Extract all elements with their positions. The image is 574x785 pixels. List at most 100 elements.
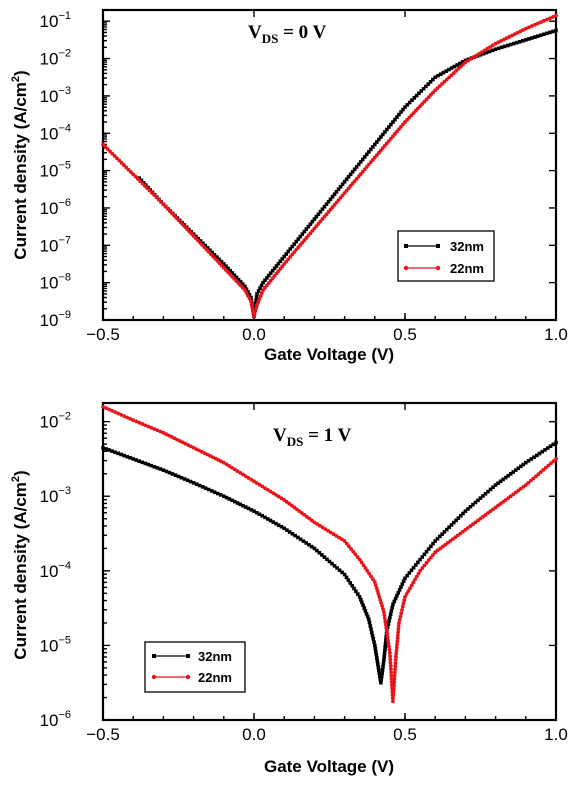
- data-point: [173, 473, 178, 478]
- data-point: [312, 217, 317, 221]
- data-point: [520, 39, 525, 43]
- data-point: [491, 485, 495, 490]
- data-point: [336, 187, 341, 192]
- data-point: [296, 535, 300, 540]
- data-point: [250, 305, 255, 310]
- data-point: [194, 482, 199, 486]
- data-point: [392, 680, 397, 685]
- data-point: [392, 683, 396, 688]
- data-point: [468, 505, 473, 509]
- data-point: [357, 557, 362, 562]
- data-point: [131, 418, 136, 423]
- data-point: [397, 621, 401, 625]
- data-point: [371, 637, 376, 641]
- data-point: [322, 555, 327, 559]
- data-point: [235, 469, 240, 474]
- data-point: [374, 652, 379, 657]
- data-point: [433, 75, 437, 80]
- data-point: [386, 641, 391, 646]
- y-tick-label: 10−8: [40, 272, 71, 293]
- data-point: [543, 448, 547, 452]
- data-point: [445, 527, 449, 532]
- data-point: [287, 530, 292, 534]
- data-point: [536, 472, 541, 477]
- y-axis: 10−6 10−5 10−4 10−3 10−2: [40, 411, 556, 730]
- data-point: [380, 668, 385, 672]
- data-point: [518, 464, 523, 469]
- data-point: [435, 536, 440, 541]
- data-point: [234, 275, 239, 280]
- data-point: [374, 586, 379, 590]
- data-point: [232, 499, 237, 504]
- data-point: [455, 63, 459, 67]
- data-point: [246, 476, 251, 480]
- data-point: [473, 500, 478, 505]
- data-point: [362, 155, 367, 159]
- data-point: [263, 278, 267, 283]
- data-point: [390, 605, 394, 610]
- data-point: [359, 560, 364, 565]
- data-point: [353, 552, 358, 557]
- data-point: [326, 199, 331, 204]
- data-point: [122, 453, 126, 458]
- data-point: [416, 571, 421, 576]
- data-point: [551, 29, 555, 34]
- data-point: [365, 568, 370, 573]
- data-point: [440, 532, 444, 536]
- series-32nm: [101, 440, 558, 685]
- data-point: [247, 296, 252, 301]
- data-point: [539, 470, 543, 474]
- data-point: [384, 628, 389, 633]
- data-point: [403, 595, 407, 599]
- data-point: [487, 49, 492, 54]
- data-point: [524, 460, 528, 465]
- data-point: [376, 592, 381, 596]
- data-point: [533, 35, 537, 39]
- data-point: [403, 576, 407, 581]
- data-point: [391, 120, 395, 124]
- data-point: [152, 427, 157, 431]
- data-point: [369, 630, 374, 635]
- data-point: [257, 512, 262, 517]
- data-point: [215, 255, 219, 259]
- data-point: [392, 677, 397, 681]
- data-point: [395, 633, 400, 638]
- data-point: [532, 455, 536, 459]
- data-point: [431, 541, 435, 546]
- data-point: [420, 555, 425, 559]
- data-point: [451, 520, 456, 525]
- data-point: [424, 84, 428, 89]
- data-point: [249, 507, 254, 512]
- data-point: [381, 132, 385, 137]
- data-point: [337, 568, 342, 573]
- data-point: [456, 516, 461, 520]
- data-point: [290, 244, 295, 249]
- data-point: [526, 459, 531, 463]
- data-point: [381, 661, 386, 666]
- y-tick-label: 10−3: [40, 485, 71, 506]
- data-point: [393, 664, 398, 669]
- data-point: [391, 693, 396, 697]
- data-point: [548, 30, 552, 35]
- data-point: [381, 609, 386, 614]
- data-point: [270, 268, 275, 273]
- data-point: [224, 495, 229, 500]
- data-point: [449, 66, 454, 70]
- data-point: [339, 537, 344, 542]
- data-point: [363, 566, 368, 570]
- data-point: [230, 271, 235, 275]
- data-point: [493, 483, 498, 487]
- data-point: [265, 487, 270, 492]
- data-point: [308, 222, 313, 226]
- data-point: [386, 622, 391, 626]
- data-point: [252, 509, 256, 513]
- data-point: [246, 506, 251, 511]
- data-point: [203, 486, 208, 490]
- data-point: [158, 429, 163, 434]
- data-point: [517, 39, 522, 44]
- data-point: [125, 415, 130, 420]
- series-layer: [101, 13, 558, 319]
- data-point: [372, 580, 377, 584]
- data-point: [481, 51, 486, 56]
- data-point: [368, 147, 373, 152]
